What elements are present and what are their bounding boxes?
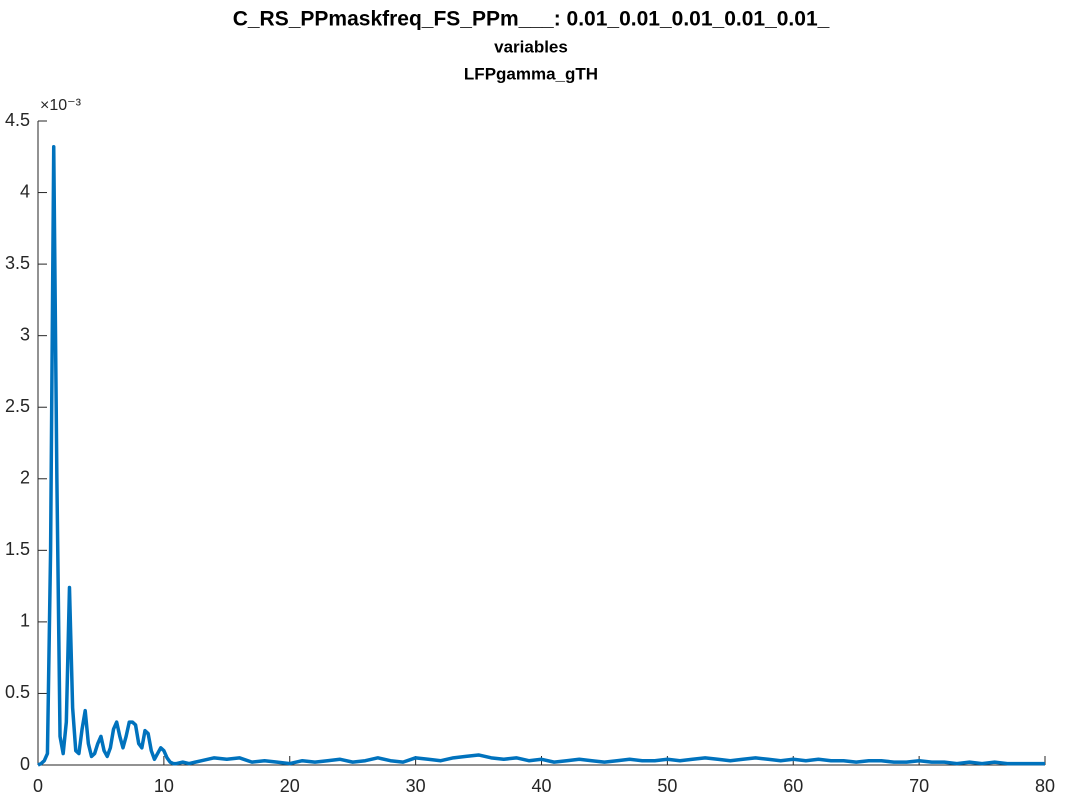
x-tick-label: 30 [406, 776, 426, 796]
y-tick-label: 2 [20, 468, 30, 488]
y-tick-label: 3.5 [5, 253, 30, 273]
data-line [37, 145, 1045, 767]
x-tick-label: 50 [657, 776, 677, 796]
x-tick-label: 60 [783, 776, 803, 796]
y-tick-label: 2.5 [5, 396, 30, 416]
y-tick-label: 1 [20, 611, 30, 631]
x-tick-label: 40 [531, 776, 551, 796]
y-tick-label: 3 [20, 324, 30, 344]
x-tick-label: 10 [154, 776, 174, 796]
x-tick-label: 70 [909, 776, 929, 796]
chart-title: C_RS_PPmaskfreq_FS_PPm___: 0.01_0.01_0.0… [233, 8, 830, 31]
x-tick-label: 20 [280, 776, 300, 796]
x-tick-label: 80 [1035, 776, 1055, 796]
y-tick-label: 0.5 [5, 682, 30, 702]
chart-subtitle: LFPgamma_gTH [464, 64, 598, 83]
y-exponent: ×10⁻³ [40, 97, 82, 114]
y-tick-label: 4.5 [5, 110, 30, 130]
chart-subtitle: variables [494, 37, 568, 56]
y-tick-label: 0 [20, 754, 30, 774]
x-tick-label: 0 [33, 776, 43, 796]
y-tick-label: 4 [20, 181, 30, 201]
y-tick-label: 1.5 [5, 539, 30, 559]
